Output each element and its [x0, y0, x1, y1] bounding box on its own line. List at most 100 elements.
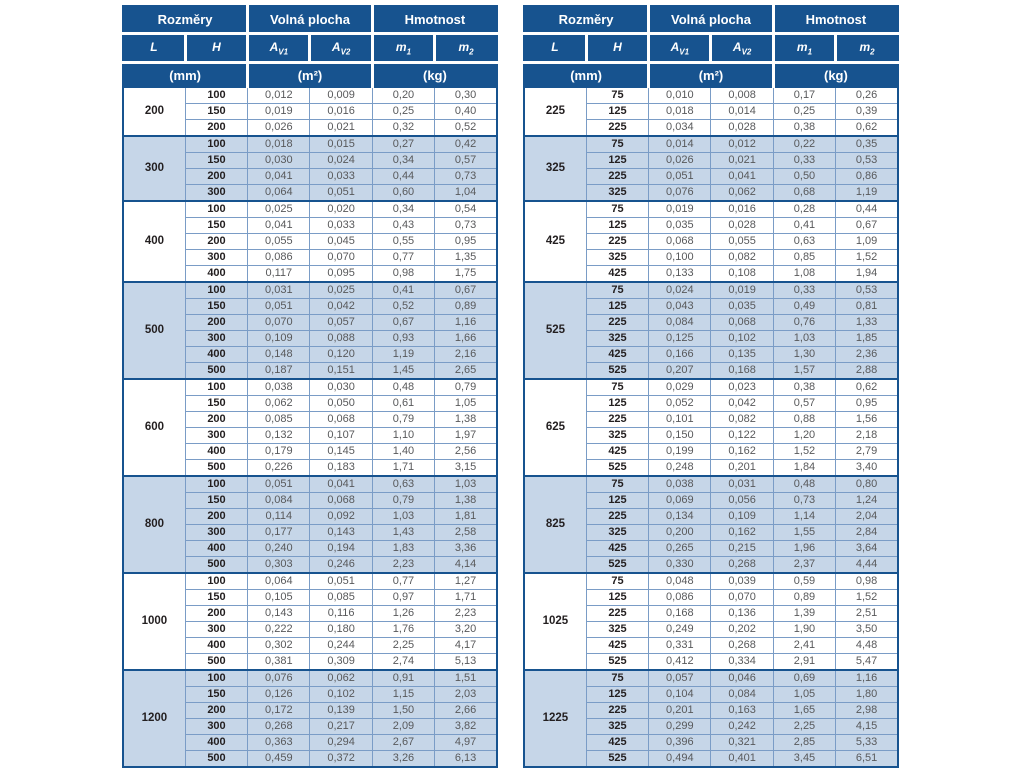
- av1-cell: 0,018: [648, 103, 712, 120]
- size-group-400: 400 100 0,025 0,020 0,34 0,54 150 0,041 0,033 0,4…: [122, 200, 498, 283]
- av2-cell: 0,012: [710, 135, 774, 153]
- m2-cell: 2,79: [835, 443, 899, 460]
- m2-cell: 5,33: [835, 734, 899, 751]
- av1-cell: 0,109: [247, 330, 311, 347]
- height-cell: 300: [184, 184, 249, 202]
- header-unit-row: (mm) (m²) (kg): [524, 62, 898, 88]
- av2-cell: 0,082: [710, 411, 774, 428]
- table-header: Rozměry Volná plocha Hmotnost L H AV1 AV…: [123, 6, 497, 88]
- m1-cell: 0,32: [371, 119, 436, 137]
- m1-cell: 1,19: [371, 346, 436, 363]
- av1-cell: 0,150: [648, 427, 712, 444]
- m2-cell: 2,65: [434, 362, 498, 380]
- m2-cell: 4,14: [434, 556, 498, 574]
- table-row: 125 0,018 0,014 0,25 0,39: [524, 103, 899, 120]
- m1-cell: 0,38: [772, 119, 837, 137]
- col-header-H: H: [183, 33, 248, 64]
- av1-cell: 0,051: [247, 298, 311, 315]
- av2-cell: 0,242: [710, 718, 774, 735]
- table-row: 325 0,100 0,082 0,85 1,52: [524, 249, 899, 266]
- av2-cell: 0,046: [710, 669, 774, 687]
- height-cell: 425: [585, 265, 650, 283]
- m2-cell: 0,62: [835, 119, 899, 137]
- av1-cell: 0,222: [247, 621, 311, 638]
- av2-cell: 0,023: [710, 378, 774, 396]
- m1-cell: 0,38: [772, 378, 837, 396]
- m2-cell: 3,36: [434, 540, 498, 557]
- size-group-1225: 1225 75 0,057 0,046 0,69 1,16 125 0,104 0,084 1,0…: [523, 669, 899, 768]
- size-group-200: 200 100 0,012 0,009 0,20 0,30 150 0,019 0,016 0,2…: [122, 86, 498, 137]
- header-hmotnost: Hmotnost: [370, 6, 497, 35]
- m1-cell: 1,90: [772, 621, 837, 638]
- table-row: 1025 75 0,048 0,039 0,59 0,98: [523, 572, 899, 671]
- m2-cell: 6,13: [434, 750, 498, 768]
- av2-cell: 0,070: [710, 589, 774, 606]
- size-group-600: 600 100 0,038 0,030 0,48 0,79 150 0,062 0,050 0,6…: [122, 378, 498, 477]
- length-cell: 525: [523, 281, 587, 380]
- av1-cell: 0,148: [247, 346, 311, 363]
- m1-cell: 0,25: [371, 103, 436, 120]
- m1-cell: 3,26: [371, 750, 436, 768]
- height-cell: 325: [585, 427, 650, 444]
- height-cell: 425: [585, 346, 650, 363]
- table-row: 200 0,026 0,021 0,32 0,52: [123, 119, 498, 137]
- table-row: 400 0,240 0,194 1,83 3,36: [123, 540, 498, 557]
- size-group-625: 625 75 0,029 0,023 0,38 0,62 125 0,052 0,042 0,57…: [523, 378, 899, 477]
- height-cell: 525: [585, 750, 650, 768]
- m1-cell: 2,25: [772, 718, 837, 735]
- table-row: 325 75 0,014 0,012 0,22 0,35: [523, 135, 899, 202]
- height-cell: 200: [184, 168, 249, 185]
- height-cell: 125: [585, 589, 650, 606]
- table-row: 825 75 0,038 0,031 0,48 0,80: [523, 475, 899, 574]
- m1-cell: 3,45: [772, 750, 837, 768]
- m2-cell: 0,73: [434, 217, 498, 234]
- header-volna-plocha: Volná plocha: [647, 6, 774, 35]
- table-row: 325 0,249 0,202 1,90 3,50: [524, 621, 899, 638]
- col-header-Av2: AV2: [308, 33, 373, 64]
- m2-cell: 1,16: [434, 314, 498, 331]
- av2-cell: 0,024: [309, 152, 373, 169]
- table-row: 200 0,172 0,139 1,50 2,66: [123, 702, 498, 719]
- m1-cell: 1,83: [371, 540, 436, 557]
- height-cell: 125: [585, 152, 650, 169]
- av1-cell: 0,381: [247, 653, 311, 671]
- height-cell: 125: [585, 395, 650, 412]
- height-cell: 300: [184, 427, 249, 444]
- av2-cell: 0,215: [710, 540, 774, 557]
- table-row: 125 0,043 0,035 0,49 0,81: [524, 298, 899, 315]
- height-cell: 325: [585, 184, 650, 202]
- table-row: 125 0,069 0,056 0,73 1,24: [524, 492, 899, 509]
- m2-cell: 3,20: [434, 621, 498, 638]
- table-row: 1225 75 0,057 0,046 0,69 1,16: [523, 669, 899, 768]
- table-row: 125 0,086 0,070 0,89 1,52: [524, 589, 899, 606]
- table-row: 400 0,363 0,294 2,67 4,97: [123, 734, 498, 751]
- height-cell: 150: [184, 152, 249, 169]
- av1-cell: 0,055: [247, 233, 311, 250]
- height-cell: 150: [184, 217, 249, 234]
- col-header-Av2: AV2: [709, 33, 774, 64]
- av1-cell: 0,104: [648, 686, 712, 703]
- m1-cell: 0,63: [772, 233, 837, 250]
- av2-cell: 0,401: [710, 750, 774, 768]
- header-column-row: L H AV1 AV2 m1 m2: [123, 33, 497, 64]
- av2-cell: 0,016: [710, 200, 774, 218]
- m2-cell: 1,52: [835, 589, 899, 606]
- table-row: 200 0,114 0,092 1,03 1,81: [123, 508, 498, 525]
- av1-cell: 0,035: [648, 217, 712, 234]
- m2-cell: 2,98: [835, 702, 899, 719]
- table-row: 400 0,302 0,244 2,25 4,17: [123, 637, 498, 654]
- av2-cell: 0,139: [309, 702, 373, 719]
- length-cell: 1000: [122, 572, 186, 671]
- height-cell: 100: [184, 475, 249, 493]
- m2-cell: 3,15: [434, 459, 498, 477]
- av1-cell: 0,100: [648, 249, 712, 266]
- height-cell: 200: [184, 508, 249, 525]
- av1-cell: 0,038: [648, 475, 712, 493]
- table-row: 400 0,117 0,095 0,98 1,75: [123, 265, 498, 283]
- m2-cell: 2,04: [835, 508, 899, 525]
- av2-cell: 0,068: [309, 411, 373, 428]
- m1-cell: 0,79: [371, 492, 436, 509]
- col-header-m2: m2: [433, 33, 497, 64]
- av2-cell: 0,030: [309, 378, 373, 396]
- av2-cell: 0,028: [710, 119, 774, 137]
